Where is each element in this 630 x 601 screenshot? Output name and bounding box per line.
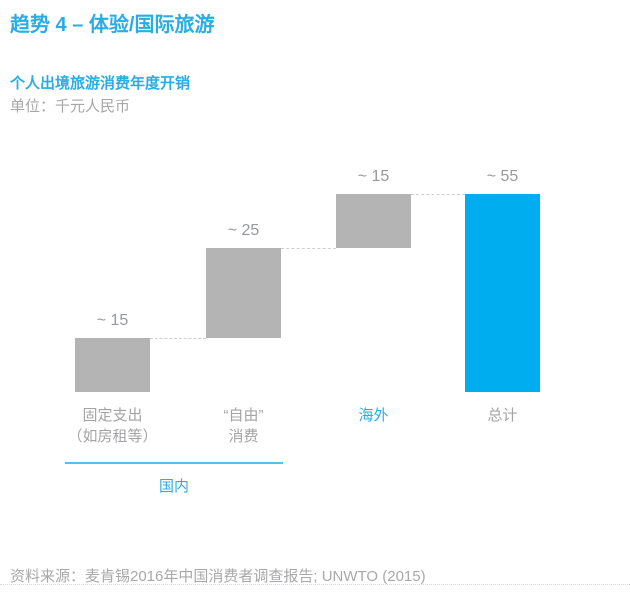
domestic-group-label: 国内 (158, 478, 189, 495)
domestic-group-underline (65, 462, 283, 464)
connector-line (281, 248, 336, 249)
bar-value-label: ~ 15 (96, 312, 129, 329)
bar-category-label-line: 海外 (358, 407, 389, 424)
waterfall-bar (75, 338, 150, 392)
source-note: 资料来源：麦肯锡2016年中国消费者调查报告; UNWTO (2015) (10, 568, 426, 585)
bar-value-label: ~ 15 (357, 168, 390, 185)
bar-value-label: ~ 55 (486, 168, 519, 185)
bar-category-label-line: （如房租等） (67, 428, 158, 445)
chart-unit-label: 单位：千元人民币 (10, 98, 131, 115)
connector-line (411, 194, 465, 195)
bar-category-label: 海外 (299, 405, 449, 426)
waterfall-bar (336, 194, 411, 248)
connector-line (150, 338, 206, 339)
bar-category-label-line: “自由” (223, 407, 264, 424)
chart-title: 个人出境旅游消费年度开销 (10, 75, 191, 92)
bar-category-label-line: 总计 (487, 407, 518, 424)
waterfall-bar (465, 194, 540, 392)
page-title: 趋势 4 – 体验/国际旅游 (10, 14, 215, 36)
waterfall-bar (206, 248, 281, 338)
bar-category-label: 总计 (428, 405, 578, 426)
bottom-divider (0, 584, 630, 585)
bar-value-label: ~ 25 (227, 222, 260, 239)
bar-category-label: 固定支出 （如房租等） (38, 405, 188, 447)
bar-category-label: “自由” 消费 (169, 405, 319, 447)
bar-category-label-line: 消费 (228, 428, 259, 445)
bar-category-label-line: 固定支出 (82, 407, 143, 424)
